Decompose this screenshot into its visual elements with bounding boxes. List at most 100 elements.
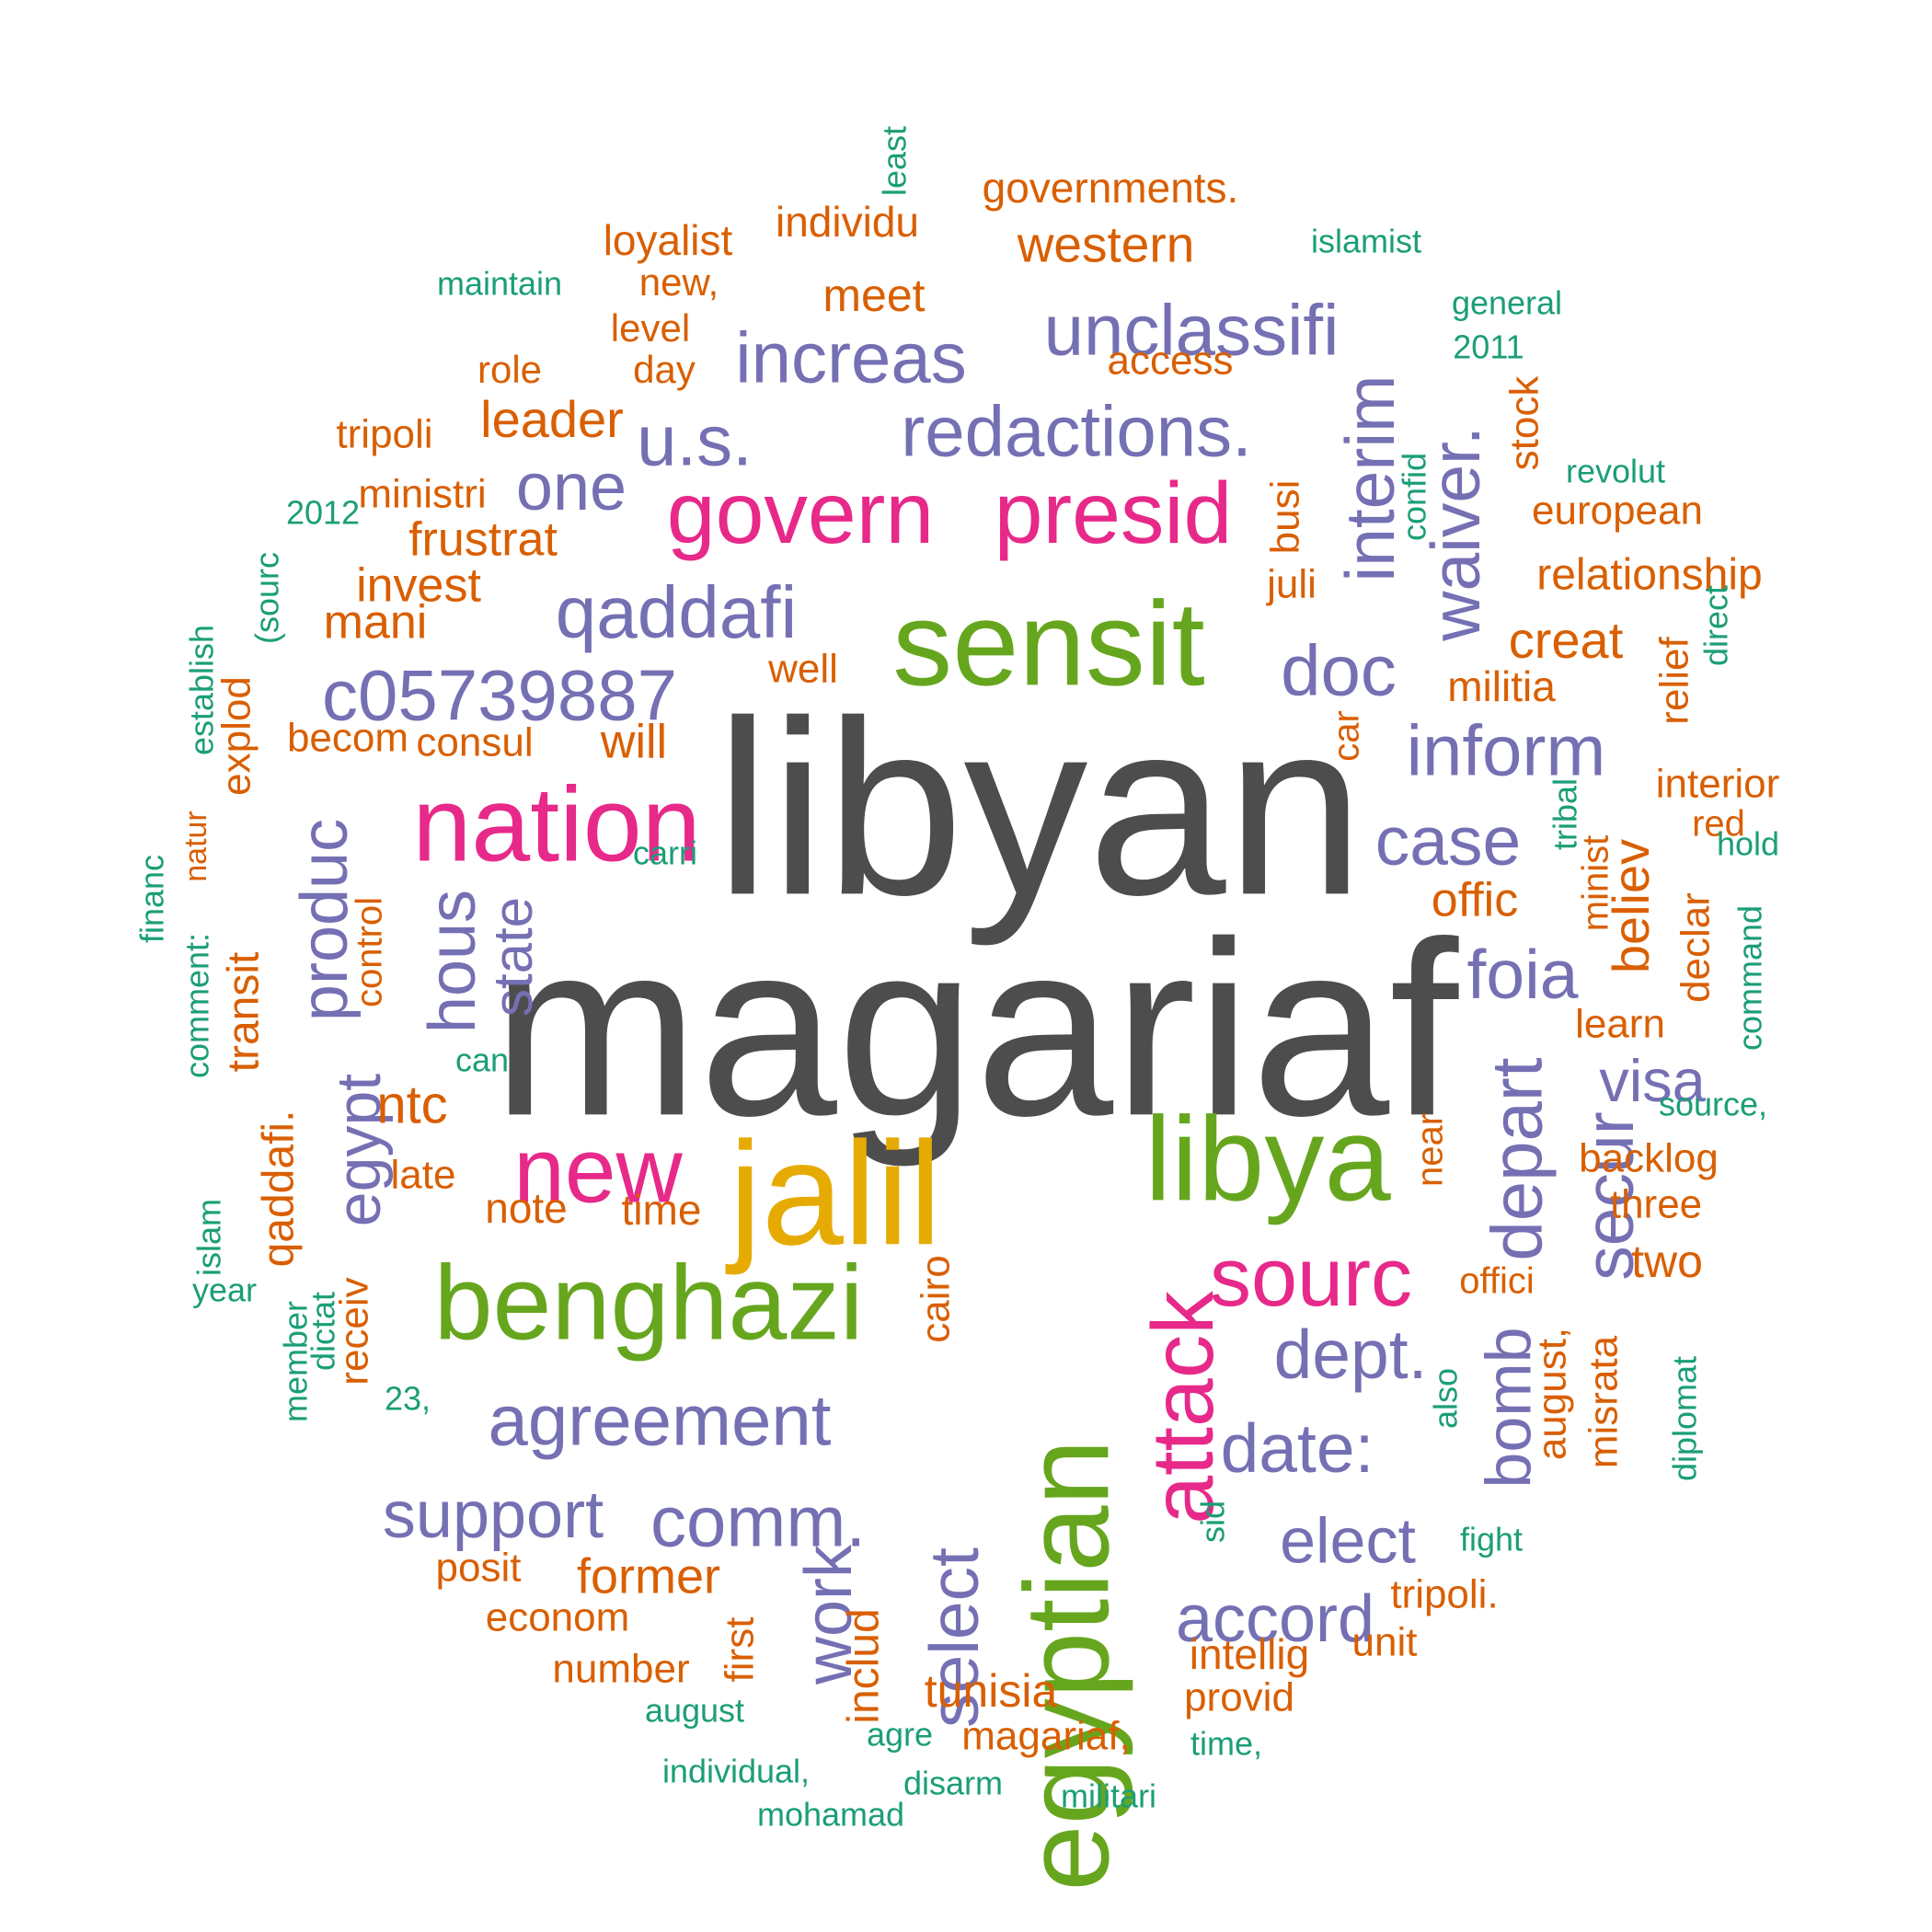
cloud-word: level <box>611 306 690 350</box>
cloud-word: increas <box>735 317 966 398</box>
cloud-word: qaddafi. <box>255 1110 304 1268</box>
cloud-word: frustrat <box>408 513 558 567</box>
cloud-word: time, <box>1190 1725 1262 1763</box>
cloud-word: tripoli. <box>1390 1572 1498 1617</box>
cloud-word: comment: <box>178 933 216 1078</box>
cloud-word: ministri <box>358 472 486 517</box>
cloud-word: magariaf <box>492 891 1459 1168</box>
cloud-word: dept. <box>1274 1316 1428 1393</box>
cloud-word: 23, <box>385 1380 431 1418</box>
cloud-word: minist <box>1576 835 1616 931</box>
cloud-word: individual, <box>662 1753 810 1790</box>
cloud-word: control <box>350 897 390 1007</box>
cloud-word: role <box>477 348 542 391</box>
cloud-word: day <box>633 348 696 391</box>
cloud-word: first <box>718 1617 763 1683</box>
cloud-word: benghazi <box>434 1244 864 1362</box>
cloud-word: doc <box>1281 630 1397 711</box>
cloud-word: governments. <box>983 164 1239 212</box>
cloud-word: presid <box>995 465 1233 562</box>
cloud-word: egypt <box>324 1074 394 1226</box>
cloud-word: fight <box>1460 1521 1523 1558</box>
cloud-word: transit <box>220 952 269 1073</box>
cloud-word: egyptian <box>999 1439 1133 1892</box>
cloud-word: mani <box>324 596 428 650</box>
cloud-word: offic <box>1432 874 1518 927</box>
cloud-word: becom <box>287 716 408 761</box>
cloud-word: select <box>915 1547 993 1728</box>
cloud-word: intellig <box>1190 1630 1309 1678</box>
cloud-word: busi <box>1263 480 1308 555</box>
cloud-word: elect <box>1280 1504 1416 1576</box>
cloud-word: (sourc <box>248 552 286 644</box>
cloud-word: posit <box>436 1546 522 1591</box>
cloud-word: new, <box>639 260 719 304</box>
cloud-word: inform <box>1407 710 1606 791</box>
cloud-word: will <box>600 716 667 769</box>
cloud-word: jalil <box>725 1110 941 1275</box>
cloud-word: islamist <box>1311 223 1421 260</box>
cloud-word: one <box>516 451 627 524</box>
cloud-word: unclassifi <box>1044 290 1340 371</box>
cloud-word: unit <box>1352 1620 1418 1665</box>
cloud-word: includ <box>840 1608 889 1723</box>
cloud-word: believ <box>1602 839 1660 973</box>
cloud-word: natur <box>178 811 213 882</box>
cloud-word: diplomat <box>1666 1356 1704 1481</box>
cloud-word: also <box>1427 1368 1465 1429</box>
cloud-word: redactions. <box>901 391 1252 472</box>
cloud-word: stock <box>1502 375 1547 471</box>
cloud-word: case <box>1375 802 1521 880</box>
cloud-word: agreement <box>489 1380 832 1461</box>
cloud-word: sid <box>1194 1501 1232 1543</box>
cloud-word: sourc <box>1210 1232 1412 1324</box>
cloud-word: c05739887 <box>322 655 677 736</box>
cloud-word: meet <box>822 270 925 321</box>
cloud-word: year <box>192 1271 257 1309</box>
cloud-word: can <box>455 1041 509 1079</box>
cloud-word: ntc <box>376 1075 447 1134</box>
cloud-word: mohamad <box>757 1796 904 1834</box>
cloud-word: receiv <box>332 1277 377 1385</box>
cloud-word: leader <box>480 390 624 448</box>
cloud-word: august <box>645 1692 744 1730</box>
cloud-word: red <box>1692 804 1745 845</box>
cloud-word: consul <box>416 720 533 765</box>
cloud-word: libyan <box>715 670 1363 948</box>
cloud-word: misrata <box>1581 1335 1627 1468</box>
cloud-word: militia <box>1447 662 1556 710</box>
cloud-word: magariaf, <box>961 1714 1130 1759</box>
cloud-word: accord <box>1176 1582 1374 1656</box>
cloud-word: cairo <box>914 1255 959 1342</box>
cloud-word: note <box>485 1184 568 1232</box>
cloud-word: hous <box>416 890 489 1033</box>
cloud-word: european <box>1532 489 1703 534</box>
cloud-word: 2012 <box>286 494 360 532</box>
cloud-word: support <box>383 1478 604 1552</box>
cloud-word: interior <box>1656 762 1780 807</box>
cloud-word: bomb <box>1472 1327 1544 1488</box>
cloud-word: maintain <box>437 265 562 303</box>
cloud-word: direct <box>1697 585 1735 666</box>
cloud-word: former <box>577 1548 720 1604</box>
cloud-word: loyalist <box>604 216 733 264</box>
cloud-word: two <box>1631 1236 1703 1287</box>
cloud-word: waiver. <box>1417 426 1494 641</box>
cloud-word: comm. <box>650 1481 866 1562</box>
cloud-word: u.s. <box>637 400 753 481</box>
cloud-word: least <box>876 126 914 196</box>
cloud-word: declar <box>1673 892 1719 1003</box>
cloud-word: islam <box>190 1199 228 1276</box>
cloud-word: foia <box>1467 936 1579 1013</box>
cloud-word: three <box>1610 1182 1702 1227</box>
cloud-word: econom <box>486 1595 630 1640</box>
cloud-word: 2011 <box>1453 328 1524 366</box>
cloud-word: disarm <box>903 1765 1003 1802</box>
cloud-word: relationship <box>1536 551 1762 600</box>
cloud-word: militari <box>1061 1777 1156 1815</box>
cloud-word: near <box>1410 1113 1451 1187</box>
cloud-word: dictat <box>305 1292 342 1371</box>
cloud-word: tribal <box>1547 778 1584 850</box>
cloud-word: august, <box>1530 1328 1575 1460</box>
cloud-word: agre <box>867 1716 933 1754</box>
